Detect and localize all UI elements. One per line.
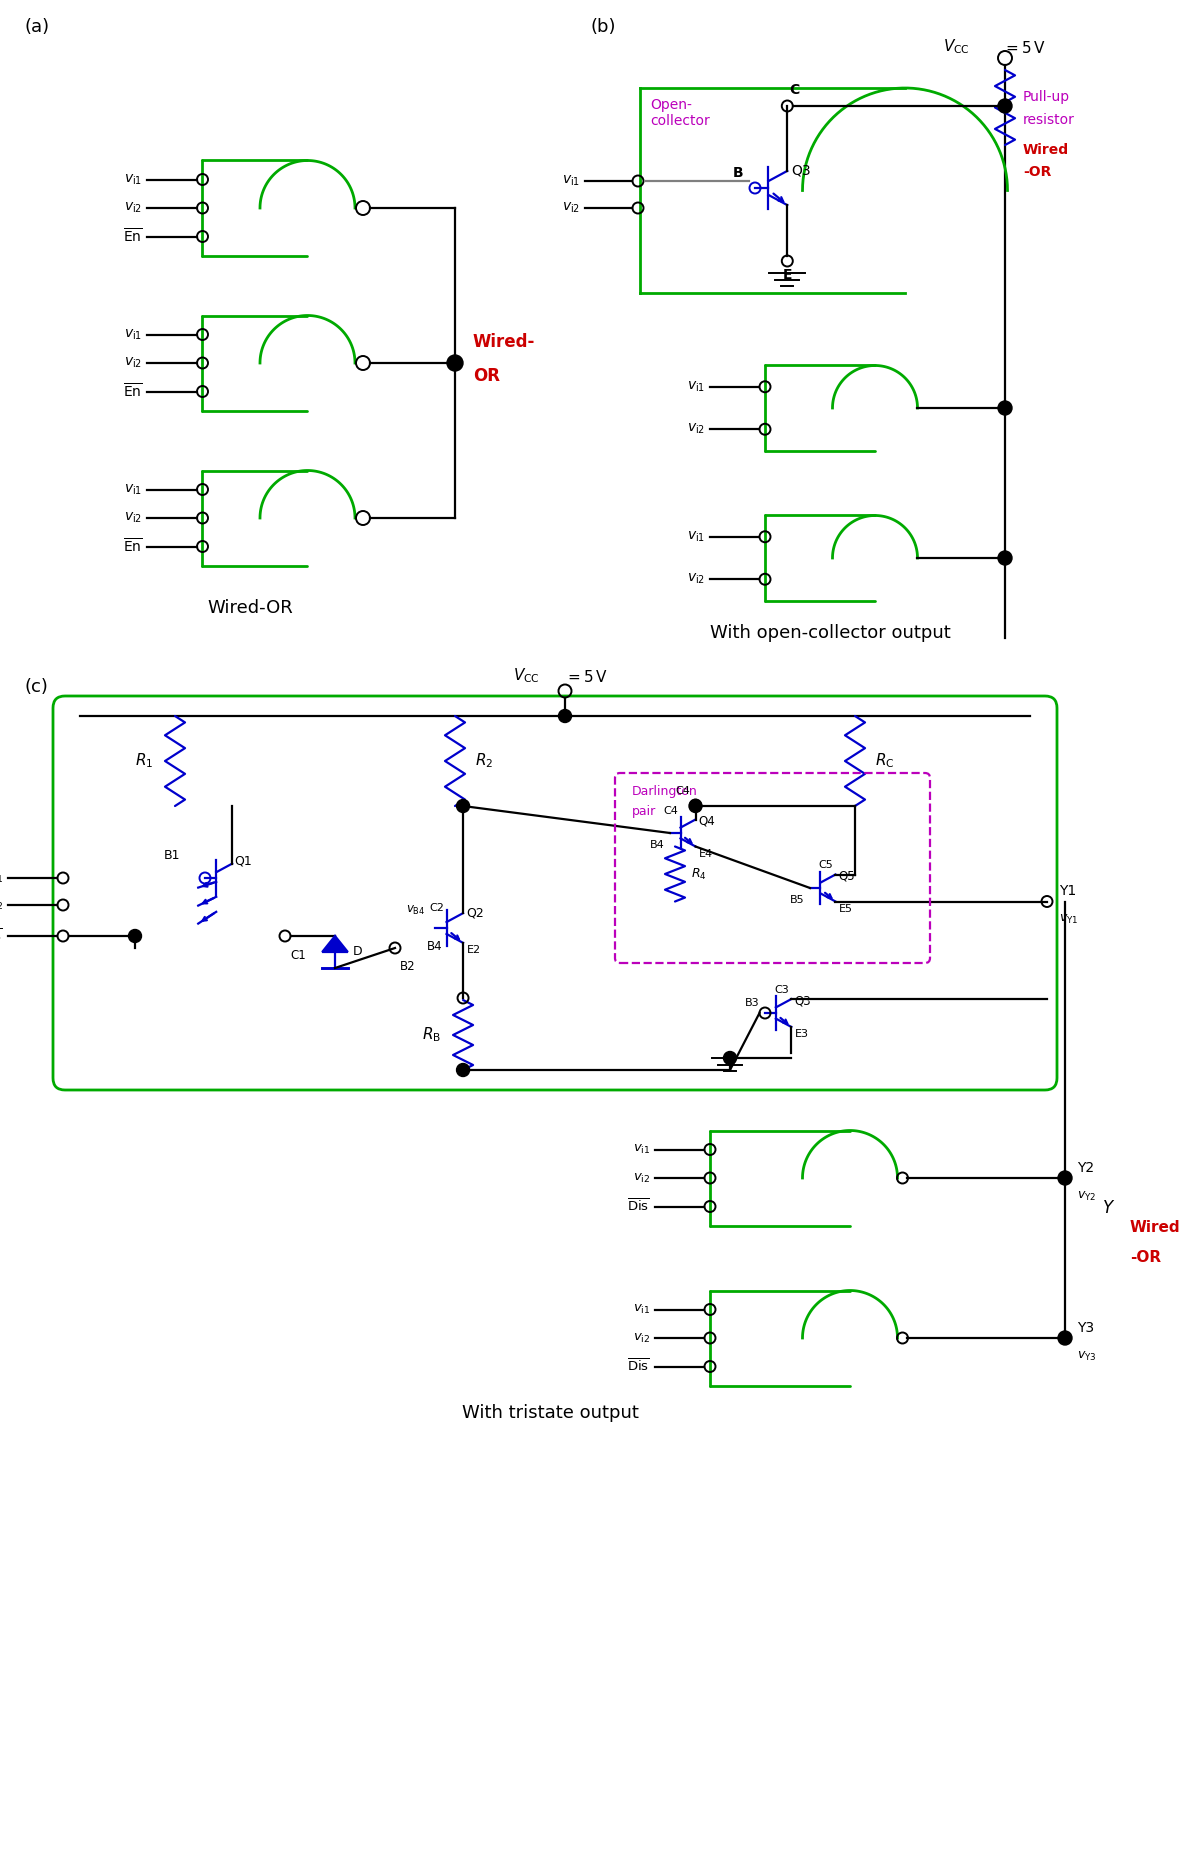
Text: Q3: Q3	[791, 164, 811, 179]
Text: OR: OR	[473, 367, 500, 386]
Text: With open-collector output: With open-collector output	[709, 624, 950, 643]
Text: E4: E4	[699, 850, 713, 859]
Text: (b): (b)	[590, 19, 615, 35]
Text: Q5: Q5	[839, 870, 855, 883]
Text: C2: C2	[430, 904, 444, 913]
Text: C4: C4	[664, 807, 678, 816]
Text: D: D	[353, 946, 362, 958]
Text: B5: B5	[790, 894, 805, 905]
Text: $\overline{\rm Dis}$: $\overline{\rm Dis}$	[0, 928, 4, 945]
Text: $v_{\rm i2}$: $v_{\rm i2}$	[562, 201, 580, 216]
Polygon shape	[322, 935, 348, 952]
Text: C4: C4	[676, 786, 690, 796]
Text: $\overline{\rm Dis}$: $\overline{\rm Dis}$	[627, 1358, 650, 1375]
Text: B4: B4	[428, 941, 443, 954]
Text: $v_{\rm Y3}$: $v_{\rm Y3}$	[1078, 1349, 1097, 1362]
Text: $\overline{\rm En}$: $\overline{\rm En}$	[122, 382, 143, 401]
Circle shape	[558, 710, 571, 723]
Text: Y: Y	[1102, 1200, 1113, 1217]
Text: $v_{\rm i2}$: $v_{\rm i2}$	[687, 423, 704, 436]
Text: B1: B1	[164, 850, 181, 863]
Text: (c): (c)	[25, 678, 49, 697]
Text: Wired: Wired	[1023, 142, 1069, 156]
Text: $v_{\rm i1}$: $v_{\rm i1}$	[632, 1142, 650, 1157]
Text: $v_{\rm Y2}$: $v_{\rm Y2}$	[1078, 1189, 1097, 1202]
Text: $v_{\rm i1}$: $v_{\rm i1}$	[0, 872, 4, 885]
Text: $v_{\rm i1}$: $v_{\rm i1}$	[687, 380, 704, 393]
Text: resistor: resistor	[1023, 112, 1075, 127]
Circle shape	[998, 551, 1012, 564]
Text: E2: E2	[467, 945, 481, 956]
Text: B4: B4	[650, 840, 665, 850]
Text: $= 5\,\rm V$: $= 5\,\rm V$	[565, 669, 608, 686]
Text: Wired-OR: Wired-OR	[207, 600, 293, 617]
Text: $v_{\rm i1}$: $v_{\rm i1}$	[125, 328, 143, 341]
Text: $v_{\rm i1}$: $v_{\rm i1}$	[125, 171, 143, 186]
Text: -OR: -OR	[1023, 166, 1051, 179]
Text: $v_{\rm i2}$: $v_{\rm i2}$	[125, 510, 143, 525]
Text: With tristate output: With tristate output	[462, 1405, 638, 1421]
Text: C1: C1	[290, 948, 305, 961]
Text: Y2: Y2	[1078, 1161, 1094, 1176]
Text: $\overline{\rm Dis}$: $\overline{\rm Dis}$	[627, 1198, 650, 1215]
Text: $= 5\,\rm V$: $= 5\,\rm V$	[1003, 39, 1047, 56]
Text: $v_{\rm i2}$: $v_{\rm i2}$	[633, 1172, 650, 1185]
Text: C3: C3	[775, 986, 789, 995]
Circle shape	[723, 1051, 737, 1064]
Text: B: B	[732, 166, 742, 181]
Text: Open-
collector: Open- collector	[650, 99, 709, 129]
Text: $\overline{\rm En}$: $\overline{\rm En}$	[122, 537, 143, 555]
Text: (a): (a)	[25, 19, 50, 35]
Text: $v_{\rm i1}$: $v_{\rm i1}$	[632, 1302, 650, 1315]
Circle shape	[998, 401, 1012, 415]
Text: $v_{\rm i1}$: $v_{\rm i1}$	[562, 173, 580, 188]
Text: C: C	[789, 84, 800, 97]
Text: -OR: -OR	[1130, 1250, 1161, 1265]
Circle shape	[128, 930, 141, 943]
Text: $V_{\rm CC}$: $V_{\rm CC}$	[513, 667, 541, 686]
Text: B3: B3	[745, 999, 759, 1008]
Text: Pull-up: Pull-up	[1023, 91, 1070, 104]
Text: $v_{\rm i2}$: $v_{\rm i2}$	[125, 356, 143, 371]
Circle shape	[1059, 1330, 1072, 1345]
Text: E: E	[783, 268, 792, 281]
Text: Darlington: Darlington	[632, 784, 697, 797]
Circle shape	[1059, 1172, 1072, 1185]
Text: Y3: Y3	[1078, 1321, 1094, 1336]
Text: pair: pair	[632, 805, 656, 818]
Circle shape	[998, 99, 1012, 114]
Text: $v_{\rm i2}$: $v_{\rm i2}$	[633, 1332, 650, 1345]
Text: $v_{\rm i2}$: $v_{\rm i2}$	[0, 898, 4, 911]
Text: Wired-: Wired-	[473, 333, 536, 350]
Circle shape	[456, 1064, 469, 1077]
Text: $v_{\rm i2}$: $v_{\rm i2}$	[687, 572, 704, 587]
Text: Wired: Wired	[1130, 1220, 1181, 1235]
Text: C5: C5	[819, 861, 834, 870]
Text: $v_{\rm i1}$: $v_{\rm i1}$	[687, 529, 704, 544]
Text: $v_{\rm B4}$: $v_{\rm B4}$	[405, 904, 425, 917]
Text: $R_4$: $R_4$	[691, 866, 707, 881]
Text: $v_{\rm i2}$: $v_{\rm i2}$	[125, 201, 143, 216]
Text: $R_1$: $R_1$	[134, 751, 153, 769]
Circle shape	[456, 799, 469, 812]
Text: Q4: Q4	[699, 814, 715, 827]
Circle shape	[447, 356, 463, 371]
Text: $R_2$: $R_2$	[475, 751, 493, 769]
Text: $V_{\rm CC}$: $V_{\rm CC}$	[943, 37, 969, 56]
Text: Q3: Q3	[795, 995, 811, 1008]
Text: $R_{\rm B}$: $R_{\rm B}$	[422, 1027, 441, 1045]
Text: $\overline{\rm En}$: $\overline{\rm En}$	[122, 227, 143, 246]
Text: E3: E3	[795, 1028, 809, 1040]
Text: $v_{\rm i1}$: $v_{\rm i1}$	[125, 483, 143, 497]
Text: Q1: Q1	[234, 855, 252, 868]
Text: $v_{\rm Y1}$: $v_{\rm Y1}$	[1059, 913, 1079, 926]
Text: E5: E5	[839, 905, 853, 915]
Circle shape	[689, 799, 702, 812]
Text: $R_{\rm C}$: $R_{\rm C}$	[876, 751, 895, 769]
Text: Y1: Y1	[1059, 885, 1076, 898]
Text: B2: B2	[400, 959, 416, 972]
Text: Q2: Q2	[466, 907, 484, 920]
